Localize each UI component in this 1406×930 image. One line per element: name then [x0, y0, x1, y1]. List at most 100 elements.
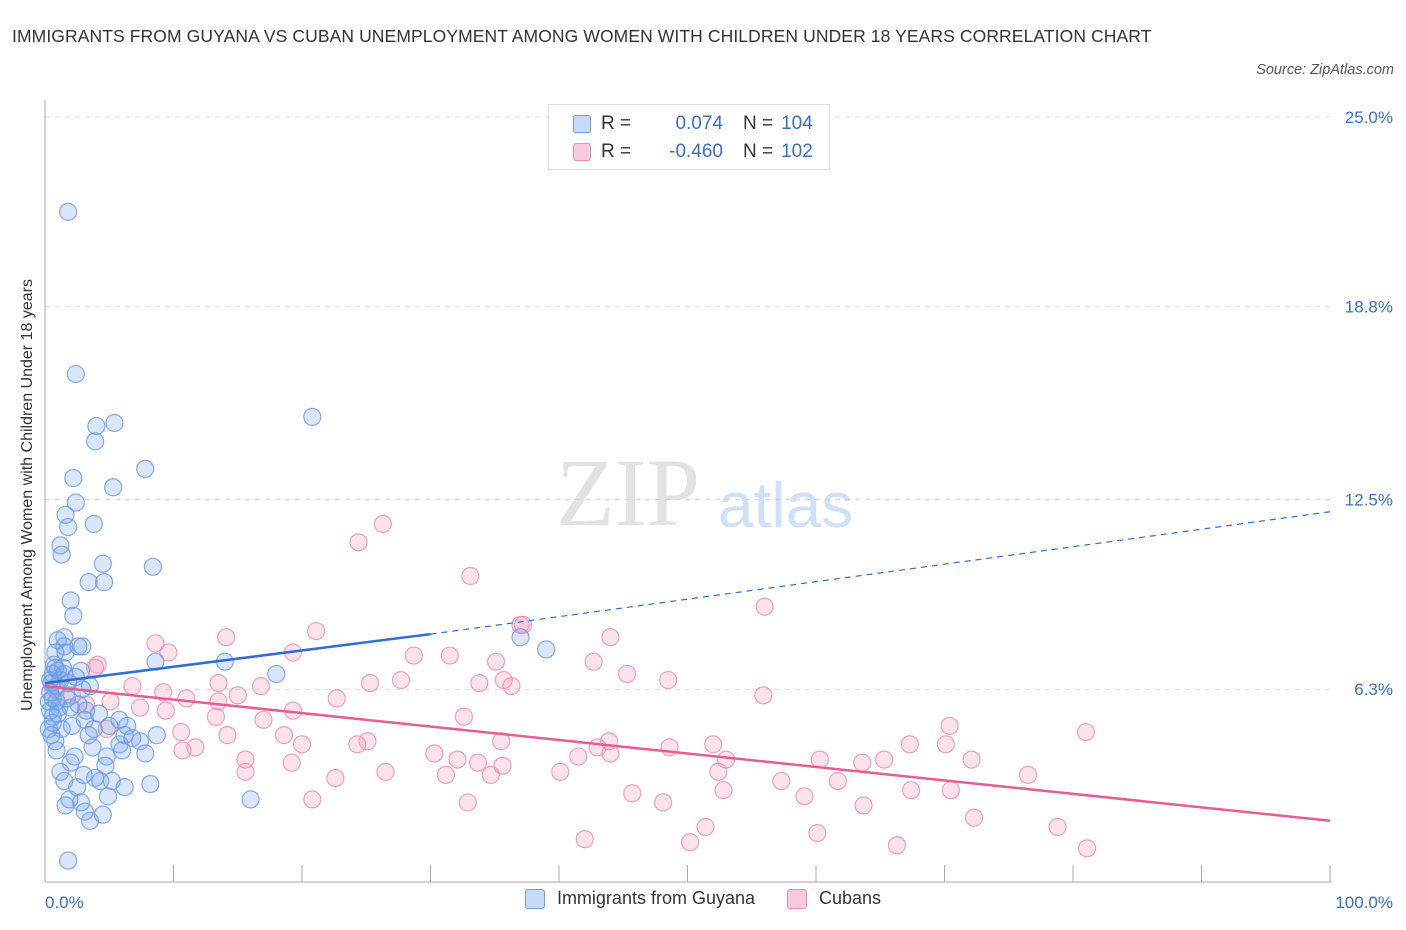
cubans-point	[962, 750, 981, 769]
legend-label-cubans: Cubans	[819, 888, 882, 908]
cubans-point	[154, 683, 173, 702]
grid-lines	[45, 116, 1330, 690]
cubans-trend-line	[44, 684, 1331, 823]
cubans-point	[172, 722, 191, 742]
guyana-point	[77, 701, 96, 720]
guyana-point	[84, 514, 103, 534]
guyana-point	[267, 664, 286, 684]
guyana-trend-line	[44, 632, 431, 685]
axes	[44, 100, 1332, 883]
guyana-point	[59, 851, 78, 870]
cubans-point	[1048, 817, 1067, 837]
watermark: ZIP atlas	[556, 439, 853, 546]
y-tick-label: 25.0%	[1345, 108, 1393, 127]
guyana-point	[86, 432, 105, 451]
trend-lines	[44, 511, 1331, 823]
cubans-point	[327, 689, 346, 708]
cubans-point	[680, 833, 700, 852]
cubans-point	[486, 652, 506, 671]
cubans-point	[696, 817, 715, 837]
guyana-point	[86, 768, 105, 788]
guyana-point	[241, 790, 260, 809]
cubans-point	[448, 750, 467, 769]
legend-swatch-cubans	[787, 888, 807, 909]
n-label: N =	[743, 113, 774, 134]
cubans-point	[936, 735, 955, 754]
guyana-trend-extension	[430, 511, 1331, 635]
cubans-point	[584, 652, 603, 671]
guyana-point	[115, 778, 134, 797]
guyana-point	[83, 738, 102, 757]
cubans-point	[772, 771, 791, 791]
cubans-point	[130, 698, 150, 717]
legend-row-cubans: R = -0.460 N = 102	[573, 139, 813, 165]
guyana-point	[57, 689, 76, 708]
cubans-point	[795, 787, 814, 806]
cubans-point	[282, 753, 301, 772]
cubans-point	[425, 744, 444, 763]
guyana-point	[303, 407, 322, 426]
cubans-point	[940, 716, 959, 736]
guyana-point	[43, 707, 62, 726]
cubans-point	[1076, 722, 1095, 742]
guyana-point	[51, 536, 70, 555]
cubans-point	[470, 673, 489, 693]
correlation-legend: R = 0.074 N = 104 R = -0.460 N = 102	[548, 104, 830, 170]
cubans-point	[177, 689, 196, 708]
guyana-point	[61, 753, 80, 772]
r-label: R =	[601, 113, 632, 134]
r-value: -0.460	[669, 141, 723, 162]
guyana-point	[47, 692, 66, 711]
cubans-point	[900, 735, 919, 754]
guyana-point	[59, 202, 78, 221]
cubans-point	[209, 692, 228, 711]
cubans-point	[376, 762, 395, 781]
cubans-point	[254, 710, 273, 729]
guyana-point	[537, 640, 556, 659]
cubans-point	[217, 628, 236, 647]
legend-row-guyana: R = 0.074 N = 104	[573, 111, 813, 137]
cubans-point	[436, 765, 456, 785]
cubans-point	[307, 621, 326, 641]
cubans-point	[458, 793, 477, 812]
n-label: N =	[743, 141, 774, 162]
guyana-point	[41, 670, 60, 690]
cubans-point	[623, 784, 642, 803]
cubans-point	[206, 707, 226, 726]
cubans-point	[1018, 765, 1038, 785]
cubans-point	[481, 765, 500, 785]
guyana-point	[136, 459, 155, 478]
cubans-point	[440, 646, 459, 665]
cubans-point	[146, 634, 165, 653]
legend-item-cubans[interactable]: Cubans	[787, 888, 881, 909]
guyana-point	[147, 726, 166, 745]
cubans-point	[361, 673, 380, 693]
n-value: 102	[781, 141, 813, 162]
guyana-point	[53, 658, 73, 677]
cubans-point	[461, 566, 480, 586]
guyana-point	[511, 628, 530, 647]
cubans-point	[853, 753, 872, 772]
cubans-point	[575, 830, 594, 849]
x-tick-label: 100.0%	[1335, 893, 1393, 912]
cubans-point	[551, 762, 570, 781]
guyana-point	[66, 667, 85, 687]
cubans-point	[236, 762, 255, 781]
guyana-point	[95, 573, 114, 592]
guyana-point	[93, 554, 112, 573]
watermark-zip: ZIP	[556, 439, 700, 546]
cubans-point	[326, 768, 345, 788]
cubans-point	[159, 643, 178, 662]
x-tick-label: 0.0%	[45, 893, 84, 912]
y-tick-label: 12.5%	[1345, 491, 1393, 510]
cubans-point	[349, 533, 368, 552]
guyana-point	[59, 517, 78, 537]
legend-item-guyana[interactable]: Immigrants from Guyana	[524, 888, 755, 909]
cubans-point	[391, 670, 411, 690]
cubans-point	[123, 677, 142, 696]
cubans-point	[754, 686, 773, 705]
guyana-point	[62, 716, 82, 736]
guyana-point	[105, 413, 124, 433]
r-value: 0.074	[675, 113, 723, 134]
n-value: 104	[781, 113, 813, 134]
